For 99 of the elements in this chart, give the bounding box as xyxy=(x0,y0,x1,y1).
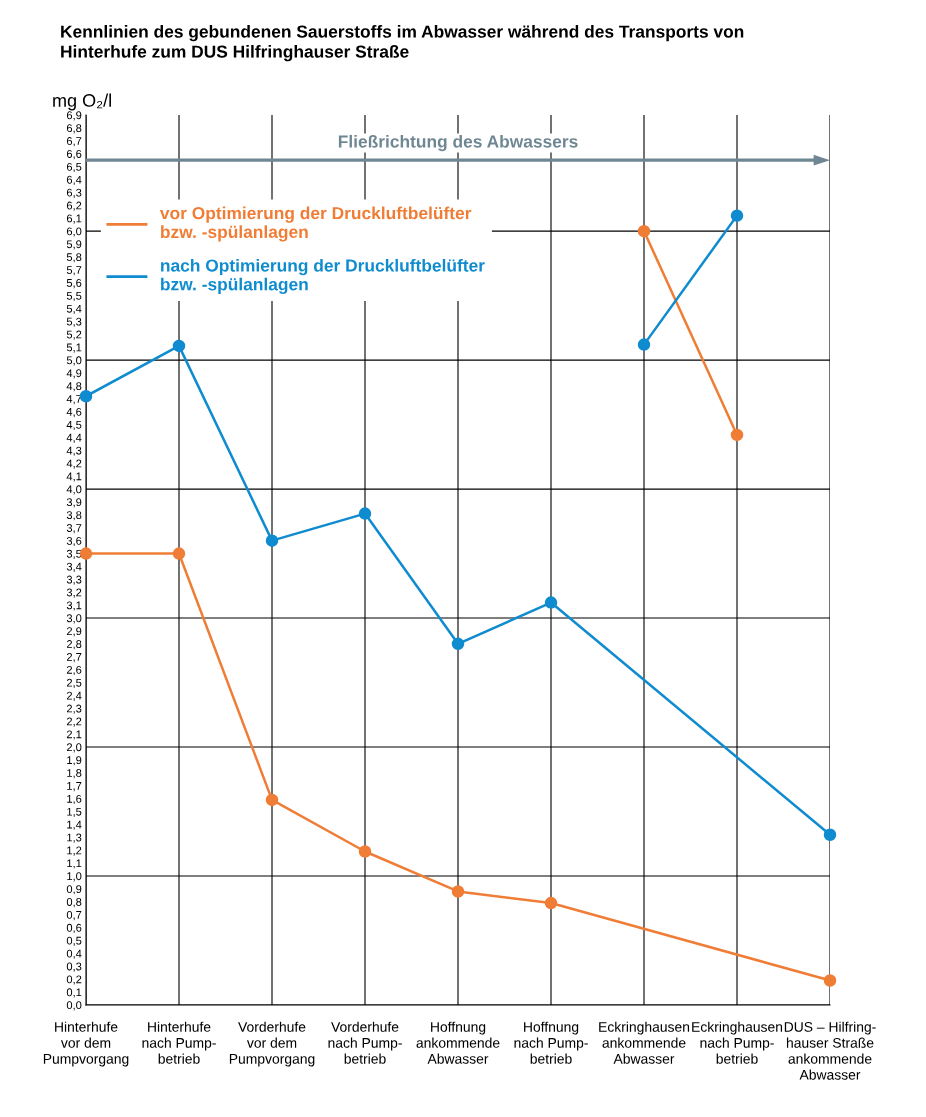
point xyxy=(823,828,837,841)
point xyxy=(172,547,186,560)
y-tick-label: 0,5 xyxy=(66,936,82,946)
y-tick-label: 5,4 xyxy=(66,304,82,314)
point xyxy=(823,974,837,987)
point xyxy=(358,507,372,520)
y-axis-title: mg O₂/l xyxy=(53,93,111,111)
y-tick-label: 6,5 xyxy=(66,162,82,173)
point xyxy=(451,637,465,651)
point xyxy=(637,224,651,238)
x-tick-label: Eckringhausen ankommende Abwasser xyxy=(599,1021,690,1064)
y-tick-label: 0,3 xyxy=(66,962,82,972)
y-tick-label: 4,5 xyxy=(66,420,82,431)
y-tick-label: 5,8 xyxy=(66,253,82,263)
y-tick-label: 2,1 xyxy=(66,730,82,740)
chart-title: Kennlinien des gebundenen Sauerstoffs im Abwasser während des Transports von Hinterhufe zum DUS Hilfringhauser Straße xyxy=(61,25,744,62)
point xyxy=(637,338,651,351)
point xyxy=(451,885,465,898)
point xyxy=(172,339,186,353)
y-tick-label: 3,8 xyxy=(66,511,82,521)
point xyxy=(544,896,558,910)
y-tick-label: 4,1 xyxy=(66,472,82,482)
y-tick-label: 5,2 xyxy=(66,330,82,340)
y-tick-label: 6,4 xyxy=(66,175,82,185)
y-tick-label: 0,9 xyxy=(66,885,82,895)
y-tick-label: 3,4 xyxy=(66,562,82,572)
y-tick-label: 0,4 xyxy=(66,949,82,959)
y-tick-label: 5,6 xyxy=(66,278,82,289)
x-tick-label: DUS – Hilfring- hauser Straße ankommende Abwasser xyxy=(784,1021,876,1080)
y-tick-label: 1,6 xyxy=(67,794,82,805)
y-tick-label: 4,4 xyxy=(66,433,82,443)
y-tick-label: 4,6 xyxy=(66,407,82,418)
y-tick-label: 4,0 xyxy=(66,485,82,495)
y-tick-label: 0,0 xyxy=(66,1001,82,1011)
y-tick-label: 1,5 xyxy=(67,807,82,817)
y-tick-label: 5,1 xyxy=(66,343,82,353)
y-tick-label: 2,5 xyxy=(66,678,82,688)
y-tick-label: 4,9 xyxy=(66,369,82,379)
point xyxy=(358,845,372,858)
y-tick-label: 1,3 xyxy=(67,833,82,843)
point xyxy=(79,389,93,403)
y-tick-label: 2,7 xyxy=(66,653,82,663)
y-tick-label: 4,2 xyxy=(66,459,82,469)
legend-label: nach Optimierung der Druckluftbelüfter bzw. -spülanlagen xyxy=(161,258,485,294)
annotation: Fließrichtung des Abwassers xyxy=(338,134,578,152)
y-tick-label: 6,8 xyxy=(66,124,82,134)
y-tick-label: 0,6 xyxy=(66,923,82,934)
y-tick-label: 1,9 xyxy=(67,756,82,766)
y-tick-label: 3,0 xyxy=(66,614,82,624)
y-tick-label: 0,8 xyxy=(66,898,82,908)
y-tick-label: 0,1 xyxy=(66,988,82,998)
x-tick-label: Hoffnung ankommende Abwasser xyxy=(416,1021,500,1064)
y-tick-label: 6,1 xyxy=(66,214,82,224)
y-tick-label: 2,4 xyxy=(66,691,82,701)
y-tick-label: 1,0 xyxy=(67,872,82,882)
y-tick-label: 6,7 xyxy=(66,137,82,147)
y-tick-label: 2,2 xyxy=(66,717,82,727)
x-tick-label: Vorderhufe vor dem Pumpvorgang xyxy=(229,1021,315,1067)
y-tick-label: 2,0 xyxy=(66,743,82,753)
point xyxy=(730,428,744,442)
y-tick-label: 2,3 xyxy=(66,704,82,714)
y-tick-label: 5,7 xyxy=(66,266,82,276)
point xyxy=(265,534,279,547)
legend-label: vor Optimierung der Druckluftbelüfter bzw. -spülanlagen xyxy=(159,206,472,242)
y-tick-label: 1,1 xyxy=(67,859,82,869)
y-tick-label: 1,8 xyxy=(67,769,82,779)
x-tick-label: Eckringhausen nach Pump- betrieb xyxy=(692,1021,783,1064)
x-tick-label: Vorderhufe nach Pump- betrieb xyxy=(328,1021,402,1064)
y-tick-label: 6,0 xyxy=(66,227,82,237)
y-tick-label: 5,0 xyxy=(66,356,82,366)
y-tick-label: 5,3 xyxy=(66,317,82,327)
y-tick-label: 5,5 xyxy=(66,292,82,302)
point xyxy=(730,209,744,222)
x-tick-label: Hinterhufe vor dem Pumpvorgang xyxy=(43,1021,129,1067)
y-tick-label: 2,6 xyxy=(66,665,82,676)
y-tick-label: 6,2 xyxy=(66,201,82,211)
y-tick-label: 3,9 xyxy=(66,498,82,508)
y-tick-label: 2,8 xyxy=(66,640,82,650)
y-tick-label: 4,8 xyxy=(66,382,82,392)
y-tick-label: 3,3 xyxy=(66,575,82,585)
x-tick-label: Hinterhufe nach Pump- betrieb xyxy=(142,1021,216,1064)
y-tick-label: 5,9 xyxy=(66,240,82,250)
point xyxy=(265,793,279,807)
y-tick-label: 3,1 xyxy=(66,601,82,611)
y-tick-label: 6,3 xyxy=(66,188,82,198)
y-tick-label: 0,2 xyxy=(66,975,82,985)
y-tick-label: 2,9 xyxy=(66,627,82,637)
y-tick-label: 4,3 xyxy=(66,446,82,456)
y-tick-label: 3,6 xyxy=(66,536,82,547)
x-tick-label: Hoffnung nach Pump- betrieb xyxy=(514,1021,588,1064)
y-tick-label: 3,7 xyxy=(66,524,82,534)
point xyxy=(544,596,558,609)
y-tick-label: 1,2 xyxy=(67,846,82,856)
y-tick-label: 6,9 xyxy=(66,111,82,121)
y-tick-label: 1,4 xyxy=(67,820,82,830)
y-tick-label: 6,6 xyxy=(66,150,82,160)
y-tick-label: 1,7 xyxy=(67,782,82,792)
y-tick-label: 3,2 xyxy=(66,588,82,598)
y-tick-label: 0,7 xyxy=(66,910,82,921)
